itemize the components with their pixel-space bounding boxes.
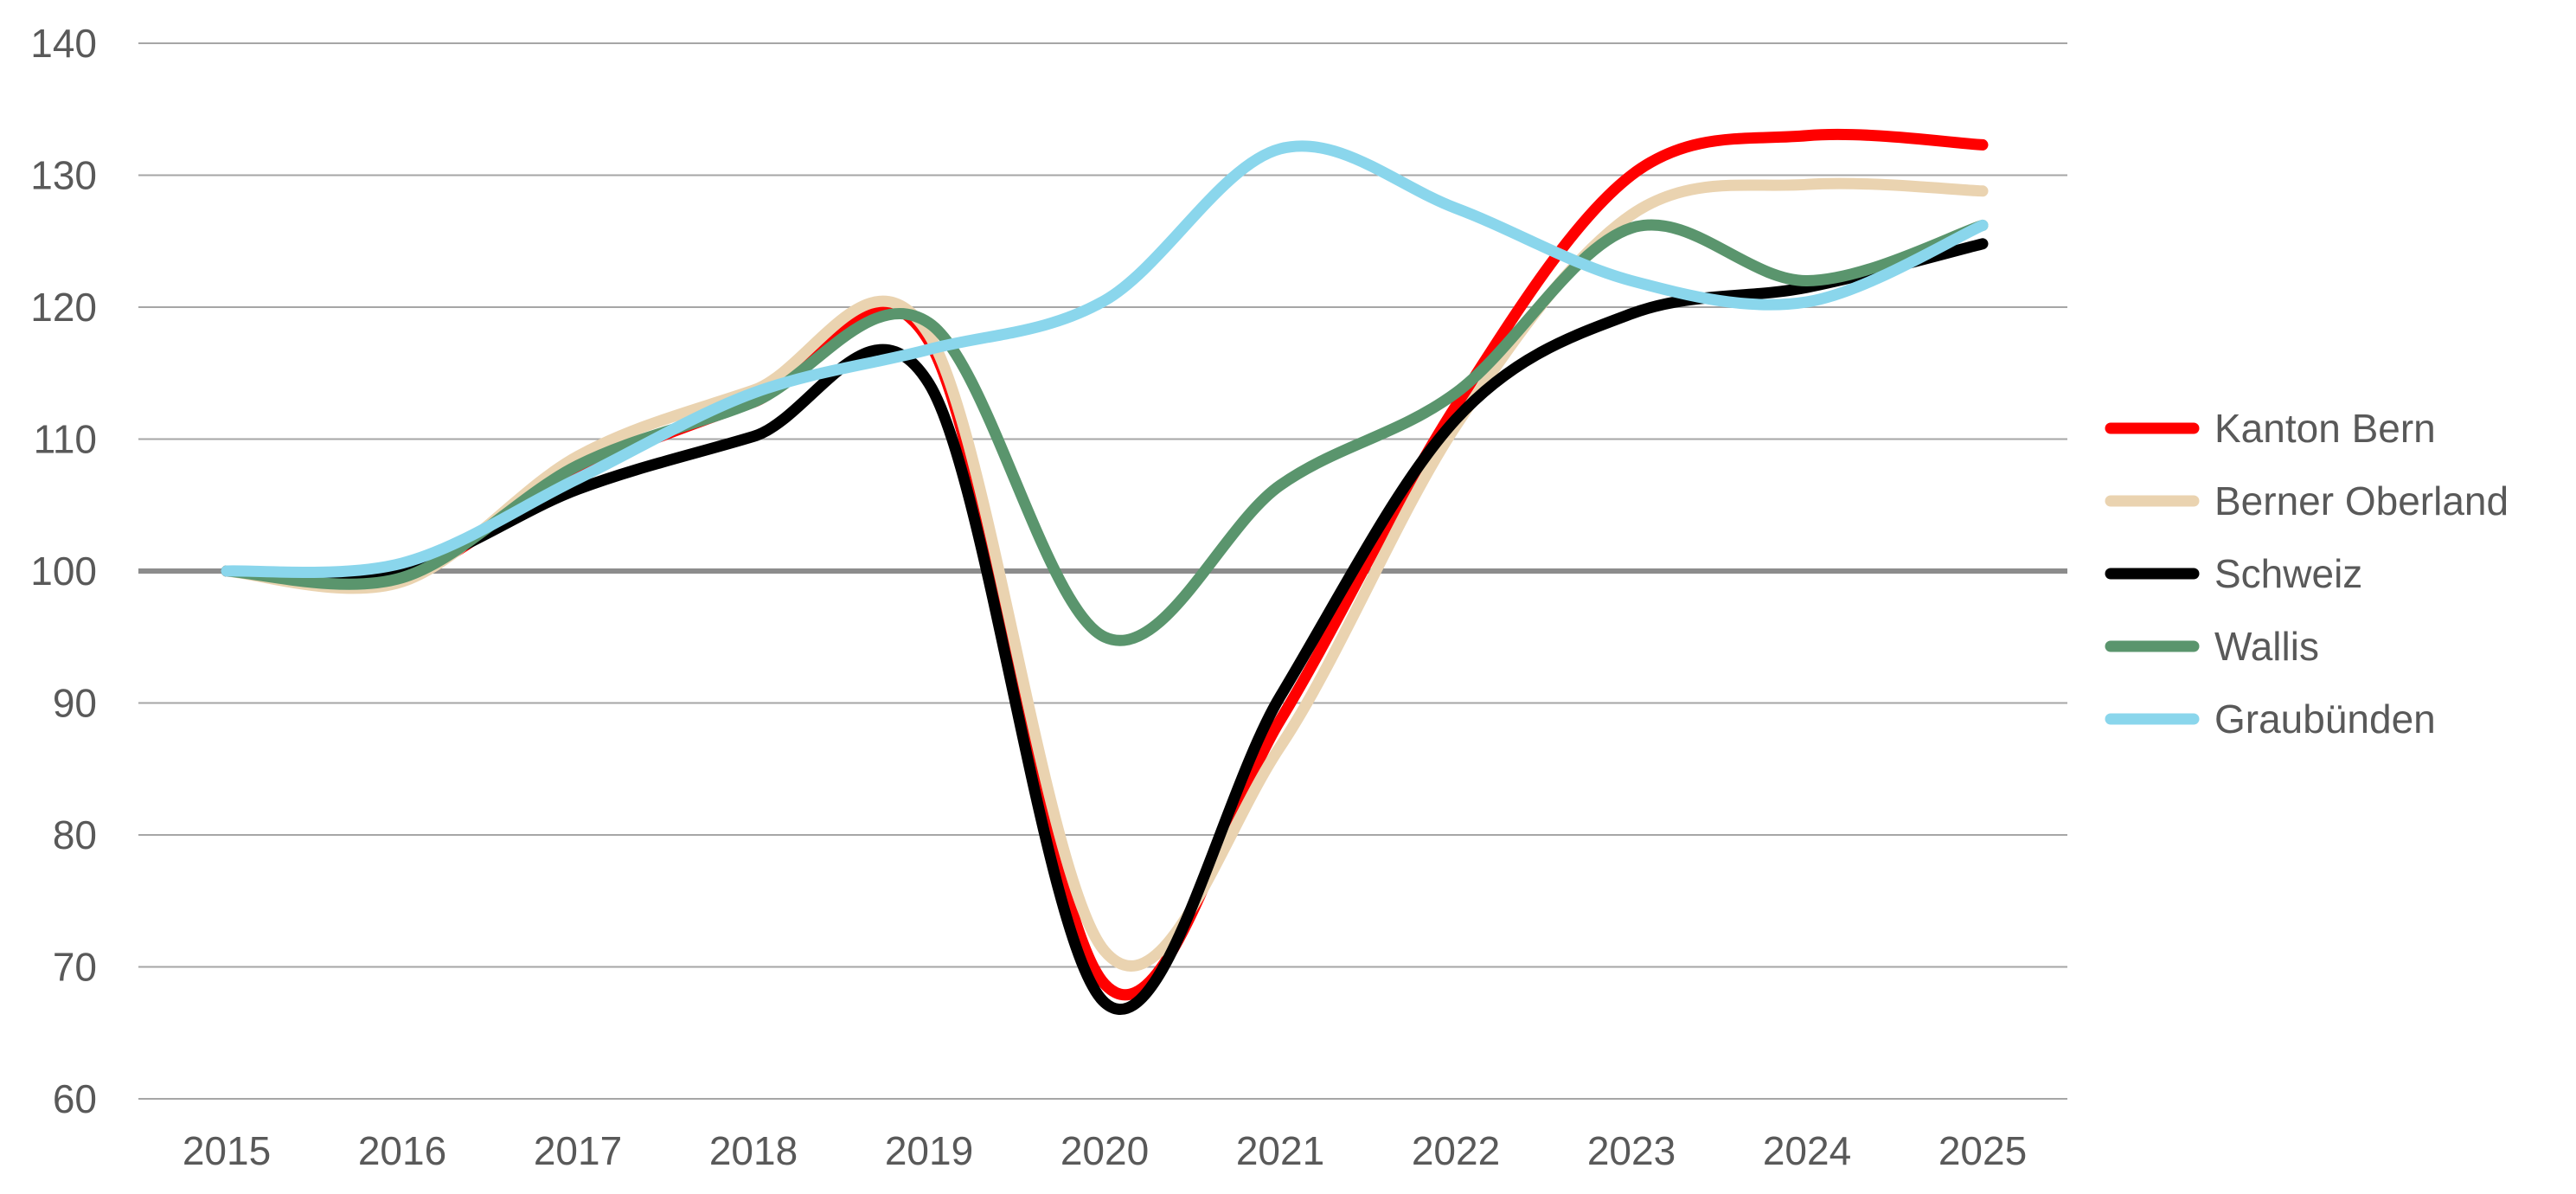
y-axis-tick-labels: 60 70 80 90 100 110 120 130 140 (30, 21, 97, 1121)
x-tick-label-2023: 2023 (1587, 1128, 1676, 1173)
legend-item-graubunden: Graubünden (2105, 696, 2436, 741)
x-tick-label-2016: 2016 (358, 1128, 446, 1173)
series-line-berner-oberland (221, 177, 1989, 972)
x-tick-label-2019: 2019 (885, 1128, 973, 1173)
y-tick-label-90: 90 (53, 681, 97, 726)
legend-label-berner-oberland: Berner Oberland (2214, 478, 2509, 523)
y-tick-label-60: 60 (53, 1076, 97, 1121)
legend-label-schweiz: Schweiz (2214, 551, 2362, 596)
legend-label-kanton-bern: Kanton Bern (2214, 406, 2436, 451)
x-tick-label-2025: 2025 (1938, 1128, 2027, 1173)
y-tick-label-80: 80 (53, 812, 97, 857)
y-tick-label-100: 100 (30, 549, 97, 594)
x-axis-tick-labels: 2015 2016 2017 2018 2019 2020 2021 2022 2023 2024… (183, 1128, 2027, 1173)
x-tick-label-2021: 2021 (1236, 1128, 1324, 1173)
x-tick-label-2017: 2017 (534, 1128, 622, 1173)
series-line-kanton-bern (221, 128, 1989, 1001)
y-tick-label-110: 110 (34, 417, 97, 462)
legend-item-wallis: Wallis (2105, 624, 2319, 669)
legend: Kanton Bern Berner Oberland Schweiz Wallis G… (2105, 406, 2509, 741)
y-tick-label-120: 120 (30, 285, 97, 330)
x-tick-label-2015: 2015 (183, 1128, 271, 1173)
y-tick-label-130: 130 (30, 153, 97, 198)
series-line-schweiz (221, 238, 1989, 1015)
legend-label-graubunden: Graubünden (2214, 696, 2436, 741)
x-tick-label-2020: 2020 (1061, 1128, 1149, 1173)
x-tick-label-2024: 2024 (1763, 1128, 1851, 1173)
series-line-graubunden (221, 140, 1989, 579)
y-tick-label-70: 70 (53, 945, 97, 990)
y-tick-label-140: 140 (30, 21, 97, 66)
legend-label-wallis: Wallis (2214, 624, 2319, 669)
legend-item-kanton-bern: Kanton Bern (2105, 406, 2436, 451)
series-lines (221, 128, 1989, 1015)
legend-item-schweiz: Schweiz (2105, 551, 2362, 596)
x-tick-label-2018: 2018 (709, 1128, 798, 1173)
x-tick-label-2022: 2022 (1412, 1128, 1500, 1173)
legend-item-berner-oberland: Berner Oberland (2105, 478, 2509, 523)
series-line-wallis (221, 219, 1989, 646)
